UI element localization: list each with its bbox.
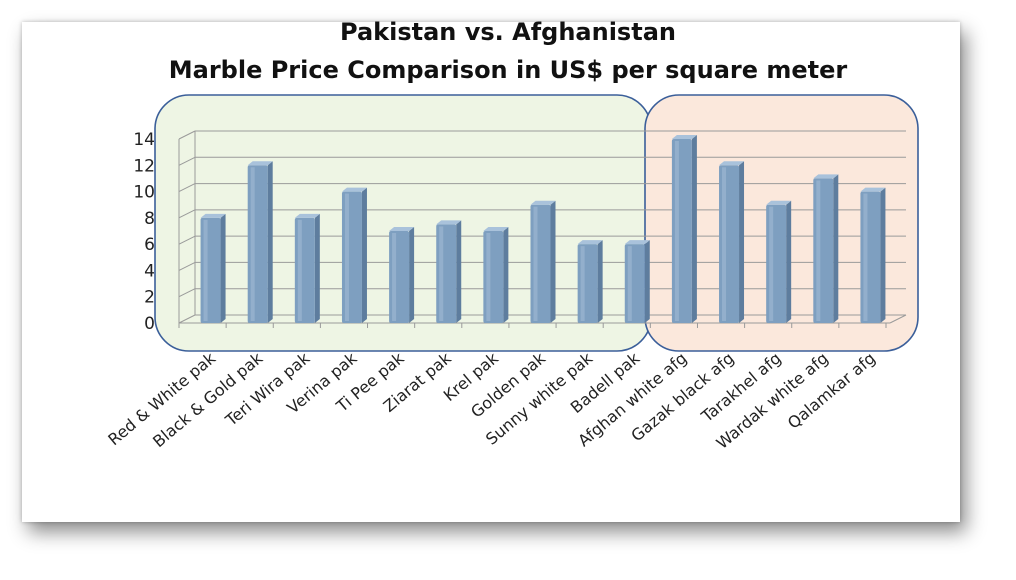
- bar: [483, 227, 509, 323]
- bar-top: [341, 187, 367, 192]
- bar-side: [644, 240, 650, 323]
- y-tick-label: 2: [144, 288, 155, 308]
- bar-side: [314, 213, 320, 323]
- bar-side: [691, 135, 697, 323]
- gridline-diag: [178, 209, 196, 219]
- bar: [860, 187, 886, 323]
- bar-side: [361, 187, 367, 323]
- bar: [341, 187, 367, 323]
- bar-top: [247, 161, 273, 166]
- bar: [813, 174, 839, 323]
- y-tick-label: 14: [133, 130, 155, 150]
- y-tick-label: 10: [133, 183, 155, 203]
- bar-top: [671, 135, 697, 139]
- bar: [247, 161, 273, 323]
- gridline-diag: [178, 261, 196, 271]
- bar: [671, 135, 697, 323]
- bar-highlight: [863, 193, 868, 321]
- bar-highlight: [250, 167, 255, 321]
- bar-side: [503, 227, 509, 323]
- bar-top: [719, 161, 745, 166]
- bar-side: [597, 240, 603, 323]
- gridline-diag: [178, 156, 196, 166]
- bar: [719, 161, 745, 323]
- bar-top: [577, 240, 603, 245]
- bar-side: [456, 220, 462, 323]
- bar-highlight: [344, 193, 349, 321]
- bar-highlight: [769, 206, 774, 321]
- bar-side: [786, 200, 792, 323]
- bar: [766, 200, 792, 323]
- bar-top: [483, 227, 509, 231]
- bar-highlight: [627, 246, 632, 321]
- bar-side: [739, 161, 745, 323]
- bar-side: [550, 200, 556, 323]
- bar-top: [389, 227, 415, 231]
- bar: [200, 213, 226, 323]
- chart-title: Pakistan vs. Afghanistan: [340, 18, 676, 46]
- y-tick-label: 6: [144, 235, 155, 255]
- y-tick-label: 4: [144, 261, 155, 281]
- bar-top: [200, 213, 226, 218]
- bar-highlight: [533, 206, 538, 321]
- gridline-diag: [178, 288, 196, 298]
- bar-top: [860, 187, 886, 192]
- bar-highlight: [297, 219, 302, 321]
- bar: [577, 240, 603, 323]
- gridline-diag: [178, 235, 196, 245]
- bar-highlight: [203, 219, 208, 321]
- bar: [624, 240, 650, 323]
- bar: [294, 213, 320, 323]
- bar-highlight: [392, 233, 397, 321]
- bar-top: [624, 240, 650, 245]
- bar: [436, 220, 462, 323]
- bar-highlight: [580, 246, 585, 321]
- bar-side: [220, 213, 226, 323]
- bar: [530, 200, 556, 323]
- bar-side: [409, 227, 415, 323]
- gridline-diag: [178, 130, 196, 140]
- gridline-diag: [178, 183, 196, 193]
- bar-highlight: [439, 226, 444, 321]
- bar-highlight: [674, 141, 679, 321]
- floor-edge: [889, 314, 907, 324]
- bar-top: [813, 174, 839, 179]
- bar-side: [880, 187, 886, 323]
- bar-top: [530, 200, 556, 205]
- y-tick-label: 0: [144, 314, 155, 334]
- bar-side: [833, 174, 839, 323]
- bar-highlight: [816, 180, 821, 321]
- bar-side: [267, 161, 273, 323]
- bar-highlight: [486, 233, 491, 321]
- bar-top: [436, 220, 462, 225]
- bar-highlight: [722, 167, 727, 321]
- y-tick-label: 12: [133, 156, 155, 176]
- bar: [389, 227, 415, 323]
- chart-subtitle: Marble Price Comparison in US$ per squar…: [168, 56, 848, 84]
- gridline-diag: [178, 314, 196, 324]
- y-tick-label: 8: [144, 209, 155, 229]
- bar-top: [294, 213, 320, 218]
- bar-top: [766, 200, 792, 205]
